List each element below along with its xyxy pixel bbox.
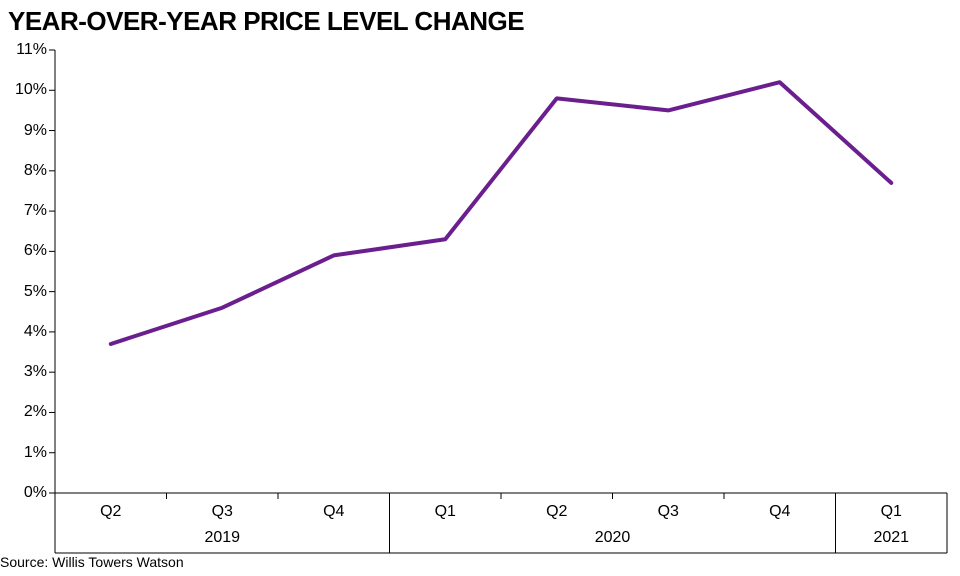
chart-source: Source: Willis Towers Watson — [0, 554, 184, 570]
x-tick-label: Q3 — [212, 493, 233, 521]
y-tick-label: 9% — [24, 122, 55, 140]
y-tick-label: 4% — [24, 323, 55, 341]
y-tick-label: 0% — [24, 484, 55, 502]
x-tick-label: Q4 — [323, 493, 344, 521]
y-tick-label: 7% — [24, 202, 55, 220]
y-tick-label: 3% — [24, 363, 55, 381]
chart-svg — [55, 50, 947, 493]
y-tick-label: 8% — [24, 162, 55, 180]
x-tick-label: Q4 — [769, 493, 790, 521]
y-tick-label: 6% — [24, 242, 55, 260]
x-tick-label: Q1 — [435, 493, 456, 521]
x-group-label: 2021 — [873, 529, 909, 547]
data-line — [111, 82, 892, 344]
chart-plot-area: 0%1%2%3%4%5%6%7%8%9%10%11%Q2Q3Q4Q1Q2Q3Q4… — [55, 50, 947, 493]
x-group-label: 2019 — [204, 529, 240, 547]
x-tick-label: Q3 — [658, 493, 679, 521]
x-tick-label: Q1 — [881, 493, 902, 521]
x-group-label: 2020 — [595, 529, 631, 547]
x-tick-label: Q2 — [546, 493, 567, 521]
y-tick-label: 10% — [15, 81, 55, 99]
x-tick-label: Q2 — [100, 493, 121, 521]
y-tick-label: 5% — [24, 283, 55, 301]
y-tick-label: 1% — [24, 444, 55, 462]
y-tick-label: 2% — [24, 403, 55, 421]
chart-title: YEAR-OVER-YEAR PRICE LEVEL CHANGE — [8, 6, 524, 37]
y-tick-label: 11% — [16, 41, 55, 59]
